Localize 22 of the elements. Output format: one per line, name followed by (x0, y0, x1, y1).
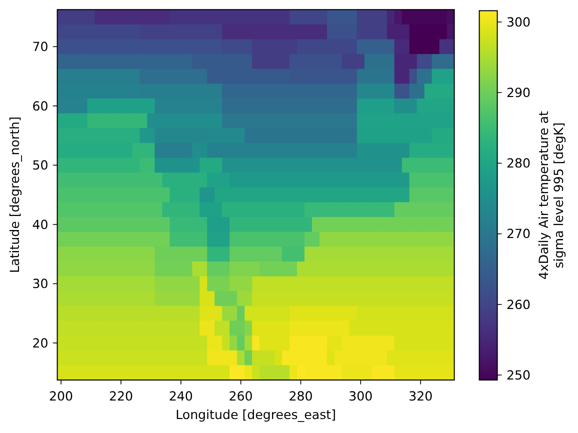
x-tick-label: 240 (168, 388, 193, 404)
x-tick-label: 220 (108, 388, 133, 404)
y-tick-label: 20 (32, 335, 48, 350)
color-bar-label: 260 (506, 296, 531, 312)
y-tick-label: 50 (32, 158, 48, 173)
x-tick-label: 280 (288, 388, 313, 404)
color-bar-label: 300 (506, 14, 531, 30)
color-bar-label: 250 (506, 367, 531, 382)
x-tick-label: 320 (408, 388, 433, 404)
y-tick-label: 40 (32, 216, 48, 232)
color-bar-title: 4xDaily Air temperature at sigma level 995 [degK] (536, 111, 566, 280)
x-tick-label: 260 (228, 388, 253, 404)
x-tick-label: 300 (348, 388, 373, 404)
color-bar-label: 290 (506, 85, 531, 100)
x-axis-title: Longitude [degrees_east] (176, 407, 336, 422)
y-tick-label: 70 (32, 39, 48, 54)
x-tick-label: 200 (49, 388, 74, 404)
y-tick-label: 30 (32, 276, 48, 292)
color-bar-label: 270 (506, 226, 531, 242)
color-bar-label: 280 (506, 156, 531, 171)
y-axis-title: Latitude [degrees_north] (7, 116, 22, 274)
y-tick-label: 60 (32, 98, 48, 114)
